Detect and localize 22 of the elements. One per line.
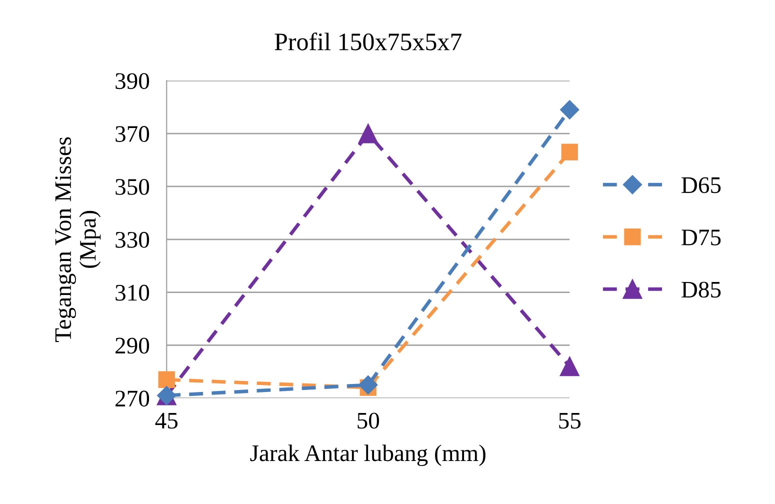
y-tick-label: 310: [116, 284, 150, 301]
y-tick-label: 290: [116, 338, 150, 354]
point: [560, 356, 580, 376]
legend-label: D75: [682, 230, 721, 246]
legend-label: D85: [682, 282, 721, 298]
point: [358, 124, 378, 144]
point: [158, 371, 175, 388]
x-tick-label: 45: [155, 412, 178, 429]
x-axis-title: Jarak Antar lubang (mm): [250, 444, 486, 466]
y-tick-label: 350: [116, 178, 150, 195]
point: [561, 144, 578, 160]
point: [560, 100, 580, 120]
point: [358, 375, 378, 394]
x-tick-label: 50: [358, 412, 380, 429]
y-tick-label: 330: [116, 232, 150, 248]
y-tick-label: 270: [116, 390, 150, 407]
y-tick-label: 370: [116, 126, 150, 142]
y-axis-title: Tegangan Von Misses (Mpa): [55, 137, 101, 342]
legend-label: D65: [682, 177, 721, 194]
x-tick-label: 55: [559, 412, 581, 429]
chart-title: Profil 150x75x5x7: [274, 32, 462, 50]
y-tick-label: 390: [116, 73, 150, 90]
